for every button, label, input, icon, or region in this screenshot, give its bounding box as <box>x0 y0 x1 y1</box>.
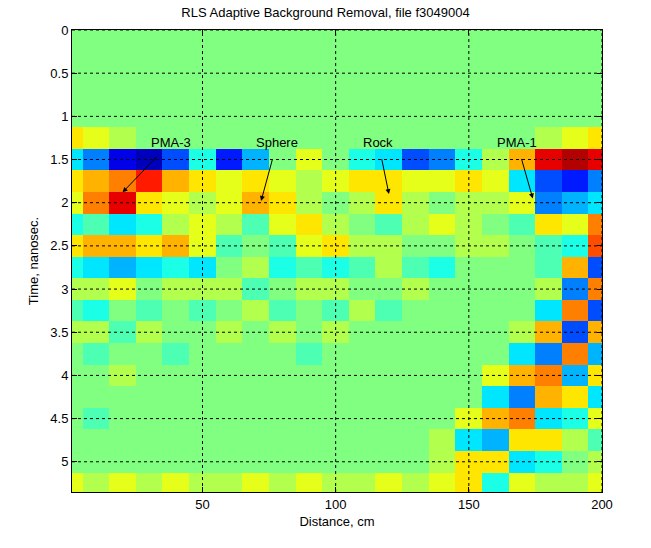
svg-text:PMA-3: PMA-3 <box>151 135 191 150</box>
svg-text:2.5: 2.5 <box>50 238 68 253</box>
svg-text:3: 3 <box>61 282 68 297</box>
svg-text:200: 200 <box>591 497 613 512</box>
svg-text:5: 5 <box>61 454 68 469</box>
svg-text:0: 0 <box>61 23 68 38</box>
svg-text:4.5: 4.5 <box>50 411 68 426</box>
svg-text:4: 4 <box>61 368 68 383</box>
svg-text:1: 1 <box>61 109 68 124</box>
svg-text:2: 2 <box>61 195 68 210</box>
svg-text:RLS Adaptive Background Remova: RLS Adaptive Background Removal, file f3… <box>181 5 469 20</box>
svg-text:Rock: Rock <box>363 135 393 150</box>
svg-text:Sphere: Sphere <box>256 135 298 150</box>
svg-text:50: 50 <box>195 497 209 512</box>
svg-text:100: 100 <box>325 497 347 512</box>
svg-text:1.5: 1.5 <box>50 152 68 167</box>
svg-text:3.5: 3.5 <box>50 325 68 340</box>
svg-text:Time, nanosec.: Time, nanosec. <box>26 217 41 305</box>
svg-text:Distance, cm: Distance, cm <box>299 514 374 529</box>
svg-text:0.5: 0.5 <box>50 66 68 81</box>
svg-text:150: 150 <box>458 497 480 512</box>
svg-text:PMA-1: PMA-1 <box>497 135 537 150</box>
